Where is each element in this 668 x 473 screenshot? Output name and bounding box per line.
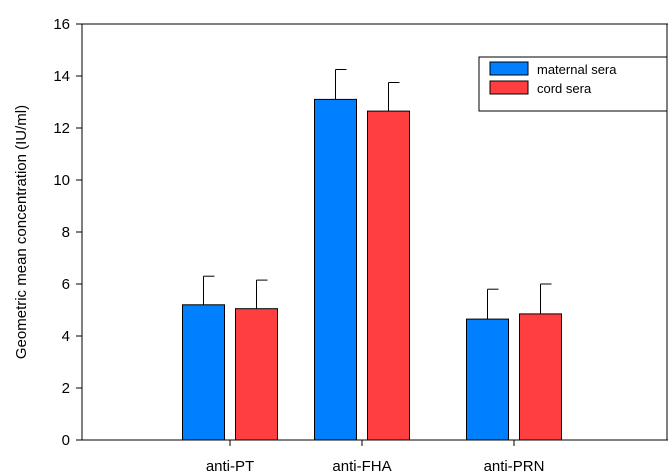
y-tick-label: 10 [53, 172, 70, 189]
y-tick-label: 6 [62, 276, 70, 293]
x-tick-label: anti-PRN [484, 458, 545, 473]
y-axis-title: Geometric mean concentration (IU/ml) [13, 105, 30, 359]
legend-swatch [489, 61, 529, 76]
bar-maternal-anti-PRN [466, 318, 509, 441]
x-tick-label: anti-PT [206, 458, 254, 473]
y-tick-label: 14 [53, 68, 70, 85]
bar-maternal-anti-PT [182, 304, 225, 441]
y-tick-label: 4 [62, 328, 70, 345]
y-tick-label: 8 [62, 224, 70, 241]
bar-cord-anti-PT [235, 308, 278, 441]
bar-maternal-anti-FHA [314, 98, 357, 441]
legend-swatch [489, 80, 529, 95]
y-tick-label: 2 [62, 380, 70, 397]
x-tick-label: anti-FHA [332, 458, 391, 473]
legend: maternal sera cord sera [478, 56, 668, 112]
x-ticks: anti-PT anti-FHA anti-PRN [206, 440, 545, 473]
legend-label: maternal sera [537, 62, 617, 77]
legend-label: cord sera [537, 81, 592, 96]
y-tick-label: 16 [53, 16, 70, 33]
y-tick-label: 0 [62, 432, 70, 449]
y-ticks: 0 2 4 6 8 10 12 14 16 [53, 16, 82, 449]
bar-cord-anti-FHA [367, 110, 410, 441]
bar-cord-anti-PRN [519, 313, 562, 441]
bars [182, 69, 562, 441]
y-tick-label: 12 [53, 120, 70, 137]
